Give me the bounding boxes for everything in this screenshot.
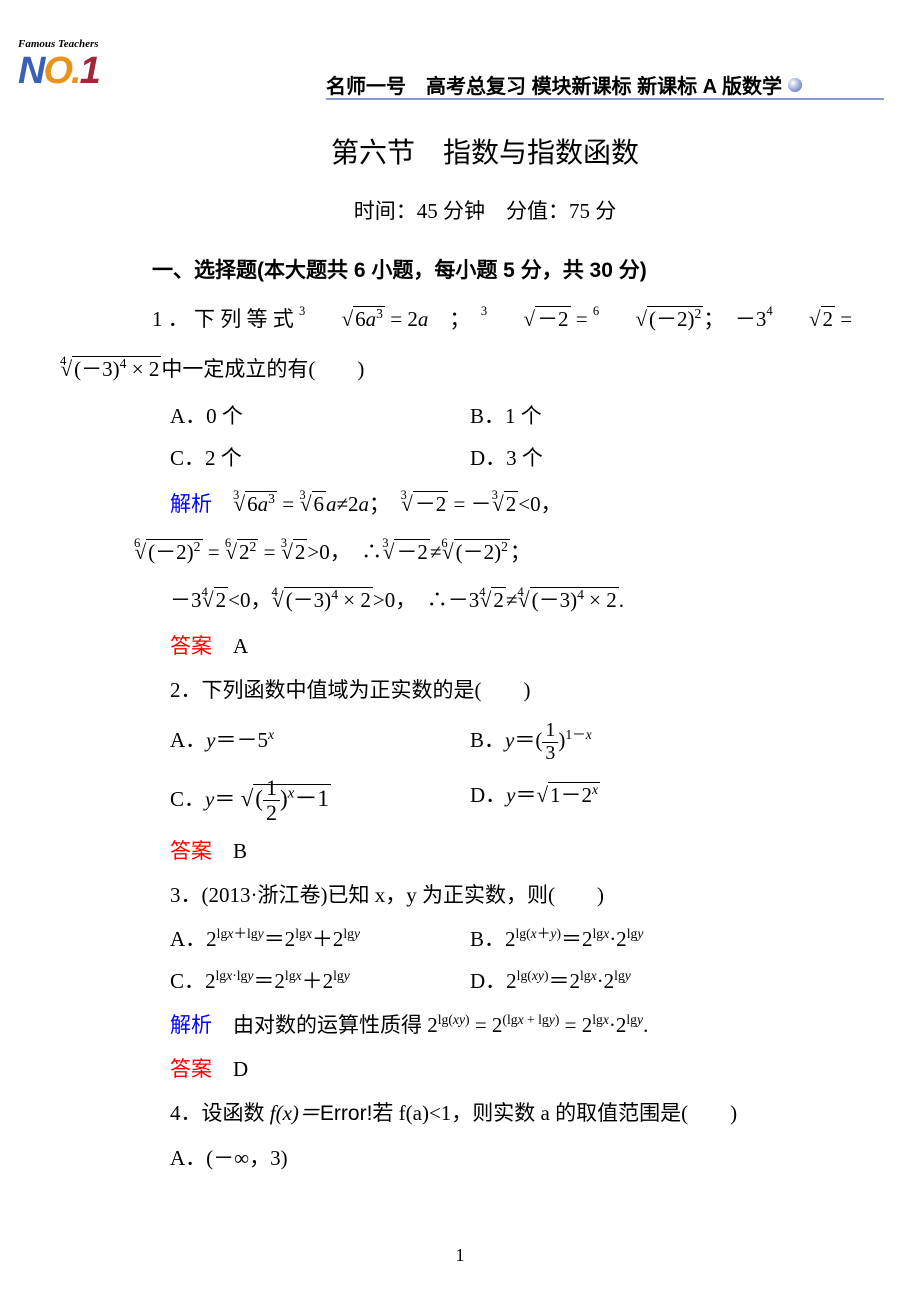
q1-stem-2: 4(－3)4 × 2中一定成立的有( ) [60, 346, 860, 392]
q3-answer: 答案 D [170, 1048, 860, 1090]
q3-solution: 解析 由对数的运算性质得 2lg(xy) = 2(lgx + lgy) = 2l… [170, 1004, 860, 1046]
logo-main: NO.1 [18, 50, 126, 93]
q4-stem-mid: f(x)＝ [270, 1101, 320, 1125]
solution-label: 解析 [170, 492, 212, 516]
q2-answer: 答案 B [170, 830, 860, 872]
q1-options-cd: C．2 个 D．3 个 [170, 437, 860, 479]
q2-options-cd: C．y＝ (12)x－1 D．y＝1－2x [170, 768, 860, 828]
q3-options-cd: C．2lgx·lgy＝2lgx＋2lgy D．2lg(xy)＝2lgx·2lgy [170, 960, 860, 1002]
header-dot-icon [788, 78, 802, 92]
q2-opt-b: B．y＝(13)1－x [470, 713, 860, 768]
answer-label: 答案 [170, 1057, 212, 1081]
q2-answer-value: B [233, 839, 247, 863]
logo-o: O [43, 50, 71, 92]
q2-opt-c: C．y＝ (12)x－1 [170, 768, 470, 828]
q1-answer-value: A [233, 634, 248, 658]
logo-one: 1 [80, 50, 99, 92]
q3-opt-b: B．2lg(x＋y)＝2lgx·2lgy [470, 918, 860, 960]
q4-error: Error! [320, 1102, 373, 1125]
q4-stem-post: 若 f(a)<1，则实数 a 的取值范围是( ) [372, 1101, 737, 1125]
q3-opt-c: C．2lgx·lgy＝2lgx＋2lgy [170, 960, 470, 1002]
page-number: 1 [0, 1245, 920, 1266]
q1-options-ab: A．0 个 B．1 个 [170, 395, 860, 437]
answer-label: 答案 [170, 634, 212, 658]
q3-answer-value: D [233, 1057, 248, 1081]
q1-solution-2: 6(－2)2 = 622 = 32>0， ∴3－2≠6(－2)2； [134, 529, 860, 575]
q4-stem-pre: 4．设函数 [170, 1101, 270, 1125]
q2-options-ab: A．y＝－5x B．y＝(13)1－x [170, 713, 860, 768]
q3-opt-d: D．2lg(xy)＝2lgx·2lgy [470, 960, 860, 1002]
q1-answer: 答案 A [170, 625, 860, 667]
q1-opt-c: C．2 个 [170, 437, 470, 479]
logo-n: N [18, 50, 43, 92]
section-title: 第六节 指数与指数函数 [110, 126, 860, 182]
q3-stem: 3．(2013·浙江卷)已知 x，y 为正实数，则( ) [170, 874, 860, 916]
q4-stem: 4．设函数 f(x)＝Error!若 f(a)<1，则实数 a 的取值范围是( … [170, 1092, 860, 1135]
q1-stem-pre: 1 ． 下 列 等 式 [152, 307, 299, 331]
page-header: 名师一号 高考总复习 模块新课标 新课标 A 版数学 [326, 70, 880, 99]
header-edition: 新课标 A 版数学 [637, 70, 782, 99]
q4-opt-a: A．(－∞，3) [170, 1137, 860, 1179]
q2-opt-d: D．y＝1－2x [470, 768, 860, 828]
q1-solution-3: －342<0，4(－3)4 × 2>0， ∴－342≠4(－3)4 × 2. [170, 577, 860, 623]
section-subtitle: 时间：45 分钟 分值：75 分 [110, 190, 860, 232]
header-mod: 模块新课标 [532, 70, 632, 99]
logo: Famous Teachers NO.1 [18, 38, 126, 98]
q1-stem-end: 中一定成立的有( ) [161, 357, 364, 381]
q1-opt-b: B．1 个 [470, 395, 860, 437]
logo-subtitle: Famous Teachers [18, 38, 126, 50]
header-mid: 高考总复习 [426, 70, 526, 99]
content-area: 第六节 指数与指数函数 时间：45 分钟 分值：75 分 一、选择题(本大题共 … [110, 120, 860, 1181]
header-brand: 名师一号 [326, 70, 406, 99]
q1-opt-a: A．0 个 [170, 395, 470, 437]
q2-stem: 2．下列函数中值域为正实数的是( ) [170, 669, 860, 711]
section-1-head: 一、选择题(本大题共 6 小题，每小题 5 分，共 30 分) [110, 250, 860, 292]
q3-solution-text: 由对数的运算性质得 2 [233, 1013, 438, 1037]
header-underline [326, 98, 884, 100]
q1-stem: 1 ． 下 列 等 式 36a3 = 2a ； 3－2 = 6(－2)2； －3… [110, 294, 860, 344]
q3-opt-a: A．2lgx＋lgy＝2lgx＋2lgy [170, 918, 470, 960]
q1-opt-d: D．3 个 [470, 437, 860, 479]
logo-dot: . [71, 50, 80, 92]
solution-label: 解析 [170, 1013, 212, 1037]
q2-opt-a: A．y＝－5x [170, 713, 470, 768]
q1-solution-1: 解析 36a3 = 36a≠2a； 3－2 = －32<0， [170, 481, 860, 527]
q3-options-ab: A．2lgx＋lgy＝2lgx＋2lgy B．2lg(x＋y)＝2lgx·2lg… [170, 918, 860, 960]
answer-label: 答案 [170, 839, 212, 863]
